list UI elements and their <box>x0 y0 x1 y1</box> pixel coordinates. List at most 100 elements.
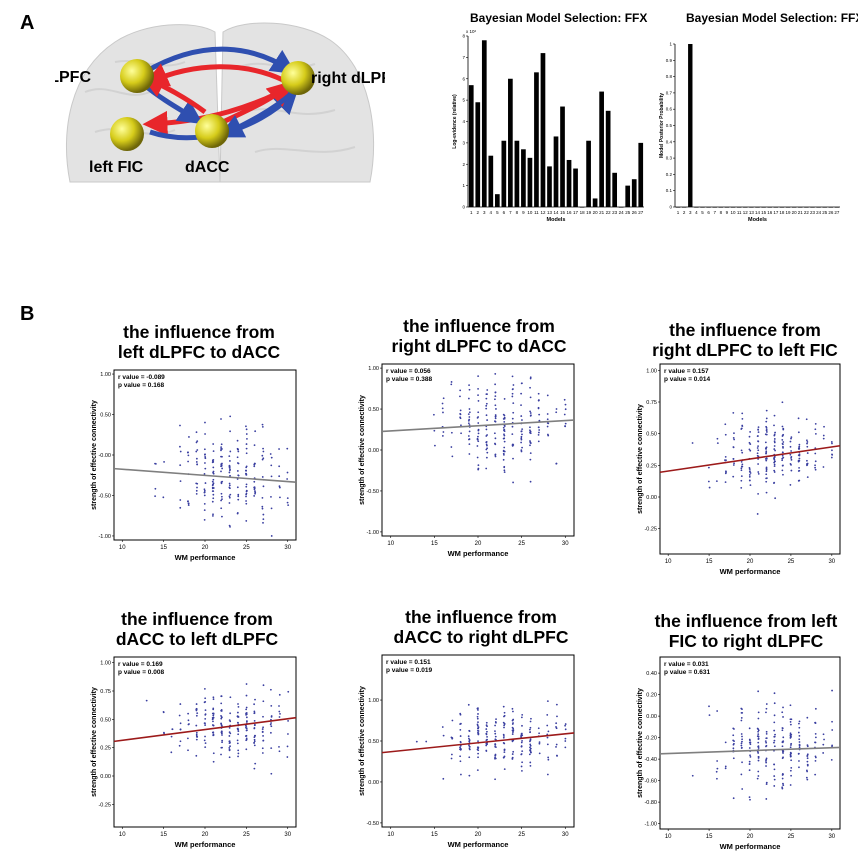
scatter-4-point-154 <box>253 744 256 747</box>
bms-right-bar-18 <box>779 207 785 208</box>
scatter-2-point-158 <box>486 419 489 421</box>
scatter-4-point-143 <box>237 749 240 752</box>
scatter-6-point-149 <box>822 743 825 746</box>
scatter-3-point-173 <box>774 497 777 500</box>
scatter-1-point-171 <box>220 463 223 466</box>
scatter-2-point-142 <box>503 437 506 440</box>
scatter-4-point-195 <box>211 724 214 726</box>
scatter-4-point-192 <box>245 738 248 741</box>
scatter-2-point-160 <box>511 417 514 420</box>
scatter-1-point-99 <box>245 452 248 455</box>
scatter-3-point-208 <box>765 425 768 428</box>
scatter-3-title: the influence from right dLPFC to left FI… <box>652 320 838 360</box>
scatter-1-point-177 <box>203 489 206 492</box>
scatter-2-point-121 <box>494 398 496 401</box>
scatter-1-point-14 <box>187 454 190 457</box>
scatter-1-point-219 <box>204 456 207 458</box>
scatter-5-point-81 <box>494 757 497 760</box>
scatter-1-point-188 <box>179 506 182 509</box>
scatter-4-point-105 <box>262 735 264 737</box>
scatter-5-point-173 <box>512 729 515 731</box>
scatter-5-title: the influence from dACC to right dLPFC <box>393 607 569 647</box>
scatter-1-p-value: p value = 0.168 <box>118 382 164 389</box>
scatter-3-point-128 <box>782 427 785 430</box>
bms-right-bar-26 <box>828 207 834 208</box>
scatter-3-point-218 <box>806 442 808 445</box>
scatter-2-point-174 <box>468 430 471 433</box>
scatter-1-point-228 <box>262 485 265 488</box>
scatter-4-point-63 <box>195 731 198 734</box>
bms-left-bar-15 <box>560 106 565 207</box>
scatter-6-point-7 <box>740 744 743 747</box>
scatter-1-point-180 <box>262 450 265 453</box>
scatter-5-point-132 <box>477 740 479 743</box>
scatter-2-point-117 <box>503 440 506 443</box>
scatter-4-point-60 <box>236 711 239 714</box>
scatter-6-point-138 <box>773 763 776 766</box>
scatter-1-ytick-label-0: -1.00 <box>98 534 111 540</box>
scatter-3-point-106 <box>765 477 768 479</box>
scatter-2-point-15 <box>477 394 479 396</box>
scatter-2-point-62 <box>538 431 540 434</box>
bms-right-bar-7 <box>712 207 717 208</box>
bms-right-bar-16 <box>767 207 772 208</box>
scatter-5-point-40 <box>494 738 497 741</box>
scatter-4-point-126 <box>220 722 223 725</box>
scatter-2-point-209 <box>494 443 497 446</box>
arrow-ldlpfc-to-rdlpfc <box>143 46 297 75</box>
arrow-rdlpfc-to-dacc <box>218 92 293 138</box>
scatter-6-point-128 <box>749 798 751 801</box>
scatter-2-xtick-label-3: 25 <box>518 541 525 547</box>
scatter-4-point-200 <box>220 716 223 719</box>
scatter-6-point-75 <box>716 760 719 762</box>
bms-left-ytick-label-0: 0 <box>462 205 465 210</box>
scatter-2-point-153 <box>502 458 505 461</box>
scatter-1-point-104 <box>204 453 206 456</box>
scatter-3-point-73 <box>732 437 735 439</box>
scatter-3-y-label: strength of effective connectivity <box>637 404 644 514</box>
scatter-2-point-213 <box>468 384 470 387</box>
scatter-3-point-109 <box>740 449 743 452</box>
scatter-3-point-228 <box>773 424 775 427</box>
scatter-4-point-70 <box>270 725 273 728</box>
scatter-6-point-24 <box>757 775 760 777</box>
scatter-3-xtick-label-1: 15 <box>706 559 713 565</box>
scatter-6-point-140 <box>748 747 751 749</box>
scatter-6-point-31 <box>774 733 776 736</box>
scatter-3-xtick-label-3: 25 <box>788 559 795 565</box>
scatter-6-point-226 <box>831 689 833 692</box>
scatter-2-point-215 <box>450 431 453 434</box>
bms-right-bar-24 <box>816 207 821 208</box>
scatter-3-point-57 <box>806 445 809 448</box>
scatter-2-y-label: strength of effective connectivity <box>359 395 366 505</box>
scatter-1-point-153 <box>204 467 207 470</box>
scatter-2-point-83 <box>537 399 540 401</box>
scatter-1-point-212 <box>212 470 215 473</box>
scatter-3-point-224 <box>782 433 785 436</box>
bms-right-bar-13 <box>749 207 754 208</box>
scatter-5-point-133 <box>477 752 479 755</box>
bms-left-bar-12 <box>540 53 546 207</box>
scatter-5-ytick-label-3: 1.00 <box>368 698 379 704</box>
bms-right-bar-11 <box>736 207 742 208</box>
scatter-4-point-217 <box>236 742 239 745</box>
scatter-3-point-205 <box>773 481 776 484</box>
bms-left-bar-16 <box>566 159 572 207</box>
scatter-2-point-133 <box>485 407 488 410</box>
scatter-2-point-19 <box>467 397 470 400</box>
scatter-2-point-139 <box>476 456 479 459</box>
scatter-4-r-value: r value = 0.169 <box>118 661 163 668</box>
scatter-1-point-136 <box>195 441 198 444</box>
bms-left-xtick-label-3: 3 <box>483 210 486 215</box>
scatter-4-point-219 <box>228 731 231 734</box>
scatter-2-point-152 <box>476 417 479 419</box>
scatter-4-point-54 <box>179 740 182 743</box>
scatter-6-point-68 <box>708 714 711 717</box>
scatter-5-point-208 <box>512 722 514 724</box>
scatter-1-point-210 <box>261 426 264 428</box>
scatter-1-point-30 <box>261 496 264 499</box>
scatter-5-point-24 <box>476 717 479 720</box>
scatter-3-point-141 <box>781 443 784 446</box>
bms-left-ytick-label-8: 8 <box>462 34 465 39</box>
scatter-2-r-value: r value = 0.056 <box>386 368 431 375</box>
